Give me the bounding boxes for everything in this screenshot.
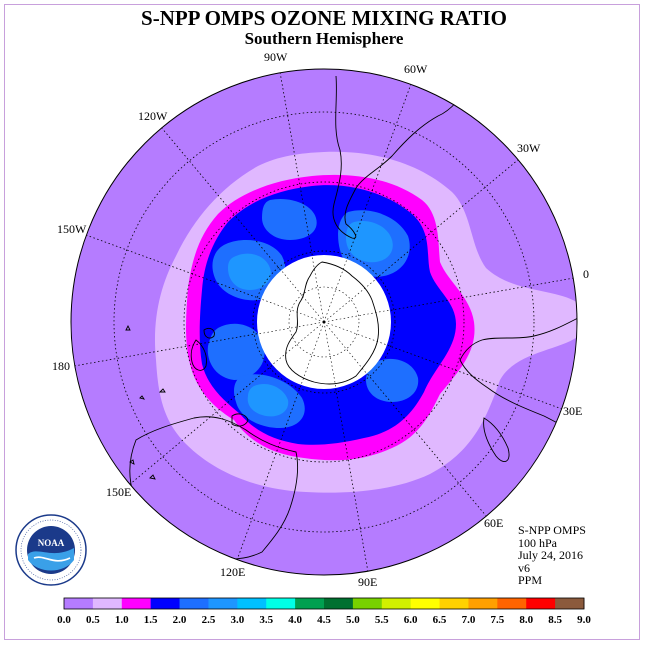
colorbar-tick-label: 9.0 bbox=[577, 614, 591, 626]
colorbar-tick-label: 1.0 bbox=[115, 614, 129, 626]
info-date: July 24, 2016 bbox=[518, 548, 584, 562]
colorbar-swatch bbox=[526, 598, 556, 609]
colorbar-tick-label: 3.0 bbox=[230, 614, 244, 626]
contour-2-0-f bbox=[366, 358, 419, 402]
colorbar-swatch bbox=[64, 598, 94, 609]
lon-label-60w: 60W bbox=[404, 62, 428, 76]
colorbar-swatch bbox=[208, 598, 238, 609]
coast-africa bbox=[459, 317, 577, 433]
coast-south-america bbox=[332, 75, 471, 239]
contour-2-5-a bbox=[228, 253, 271, 290]
colorbar-swatch bbox=[324, 598, 354, 609]
lon-label-150w: 150W bbox=[57, 222, 87, 236]
colorbar-tick-label: 8.5 bbox=[548, 614, 562, 626]
graticule bbox=[73, 71, 575, 573]
coast-new-zealand bbox=[190, 339, 207, 371]
colorbar-tick-label: 4.0 bbox=[288, 614, 302, 626]
lon-label-120w: 120W bbox=[138, 109, 168, 123]
lon-label-60e: 60E bbox=[484, 516, 503, 530]
polar-graticule bbox=[257, 255, 391, 389]
colorbar-outline bbox=[63, 597, 585, 610]
colorbar-swatch bbox=[381, 598, 412, 609]
south-pole-marker bbox=[322, 320, 326, 324]
colorbar-tick-label: 1.5 bbox=[144, 614, 158, 626]
colorbar-swatch bbox=[121, 598, 152, 609]
figure-frame bbox=[4, 4, 640, 640]
lon-label-30w: 30W bbox=[517, 141, 541, 155]
lon-label-90w: 90W bbox=[264, 50, 288, 64]
colorbar-swatch bbox=[555, 598, 585, 609]
colorbar-tick-label: 2.0 bbox=[173, 614, 187, 626]
colorbar-tick-label: 3.5 bbox=[259, 614, 273, 626]
map-title: S-NPP OMPS OZONE MIXING RATIO bbox=[141, 6, 507, 30]
lon-label-150e: 150E bbox=[106, 485, 131, 499]
lon-label-180: 180 bbox=[52, 359, 70, 373]
colorbar-tick-label: 7.5 bbox=[490, 614, 504, 626]
colorbar-swatch bbox=[468, 598, 498, 609]
colorbar-tick-label: 5.0 bbox=[346, 614, 360, 626]
lon-label-0: 0 bbox=[583, 267, 589, 281]
lon-label-30e: 30E bbox=[563, 404, 582, 418]
colorbar-tick-label: 0.5 bbox=[86, 614, 100, 626]
colorbar-tick-label: 6.0 bbox=[404, 614, 418, 626]
coast-tasmania bbox=[231, 413, 249, 427]
longitude-labels: 90W 60W 30W 0 30E 60E 90E 120E 150E 180 … bbox=[52, 50, 589, 589]
colorbar-swatch bbox=[92, 598, 123, 609]
colorbar-swatch bbox=[179, 598, 209, 609]
colorbar-tick-label: 8.0 bbox=[519, 614, 533, 626]
contour-2-0-d bbox=[207, 323, 265, 380]
contour-2-0-c bbox=[262, 198, 317, 240]
colorbar-tick-label: 7.0 bbox=[462, 614, 476, 626]
noaa-logo-text: NOAA bbox=[38, 538, 65, 548]
info-block: S-NPP OMPS 100 hPa July 24, 2016 v6 PPM bbox=[518, 524, 586, 587]
colorbar-tick-label: 2.5 bbox=[202, 614, 216, 626]
colorbar-ticks: 0.0 0.5 1.0 1.5 2.0 2.5 3.0 3.5 4.0 4.5 5.0 5.5 6.0 6… bbox=[57, 614, 591, 626]
colorbar-swatch bbox=[439, 598, 469, 609]
lon-label-120e: 120E bbox=[220, 565, 245, 579]
coast-madagascar bbox=[483, 417, 510, 462]
colorbar-swatch bbox=[410, 598, 441, 609]
colorbar-swatch bbox=[237, 598, 267, 609]
coast-antarctica bbox=[285, 261, 379, 385]
info-units: PPM bbox=[518, 573, 543, 587]
lon-label-90e: 90E bbox=[358, 575, 377, 589]
noaa-logo: NOAA bbox=[15, 514, 87, 586]
colorbar-tick-label: 6.5 bbox=[433, 614, 447, 626]
info-version: v6 bbox=[518, 560, 530, 575]
colorbar-tick-label: 5.5 bbox=[375, 614, 389, 626]
colorbar-swatch bbox=[150, 598, 181, 609]
colorbar-tick-label: 4.5 bbox=[317, 614, 331, 626]
coast-new-zealand-north bbox=[203, 327, 215, 339]
map-border bbox=[70, 68, 578, 576]
colorbar-swatch bbox=[295, 598, 325, 609]
map-subtitle: Southern Hemisphere bbox=[244, 29, 404, 48]
contour-2-5-b bbox=[346, 220, 393, 263]
colorbar-swatch bbox=[497, 598, 527, 609]
colorbar-swatch bbox=[352, 598, 383, 609]
contour-2-5-c bbox=[247, 383, 289, 417]
colorbar-tick-label: 0.0 bbox=[57, 614, 71, 626]
info-level: 100 hPa bbox=[518, 535, 557, 550]
colorbar bbox=[64, 598, 585, 609]
colorbar-swatch bbox=[266, 598, 296, 609]
info-product: S-NPP OMPS bbox=[518, 523, 586, 537]
